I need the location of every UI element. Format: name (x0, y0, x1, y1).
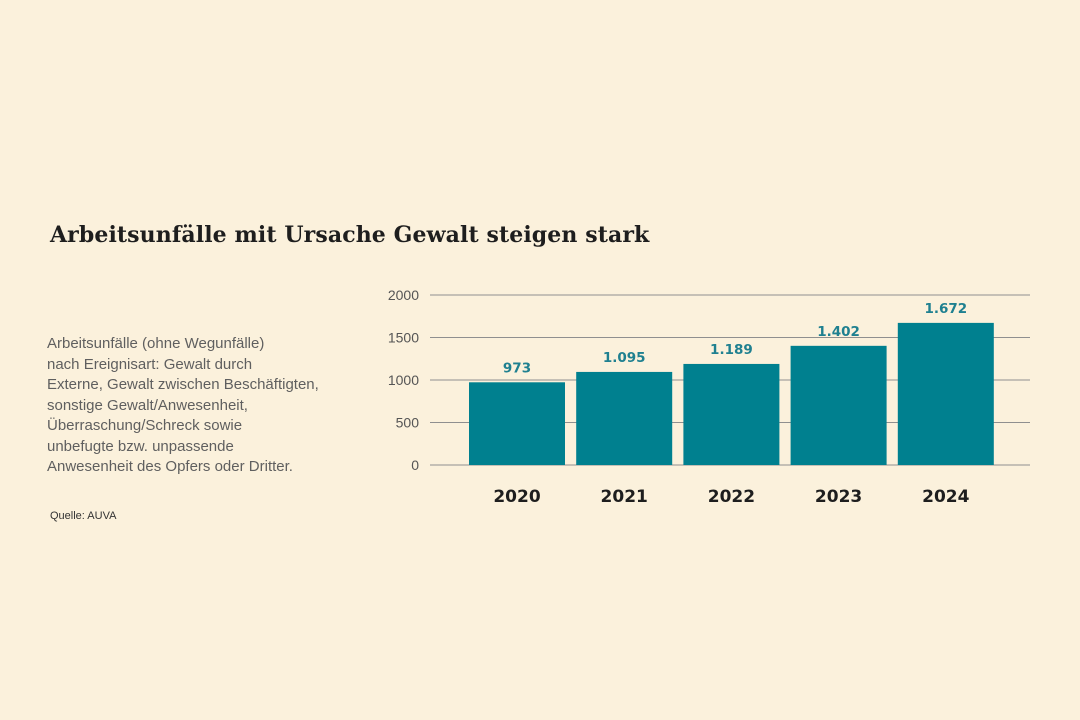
x-tick-label: 2023 (815, 487, 862, 507)
y-tick-label: 2000 (388, 287, 419, 303)
chart-title: Arbeitsunfälle mit Ursache Gewalt steige… (50, 222, 650, 248)
description-line: unbefugte bzw. unpassende (47, 437, 234, 455)
bar (790, 345, 887, 465)
y-tick-label: 0 (411, 457, 419, 473)
data-label: 1.402 (817, 324, 860, 340)
y-tick-label: 500 (396, 415, 420, 431)
x-tick-label: 2020 (493, 487, 540, 507)
y-tick-label: 1500 (388, 330, 419, 346)
source-note: Quelle: AUVA (50, 510, 117, 522)
description-line: sonstige Gewalt/Anwesenheit, (47, 396, 248, 414)
bar (683, 363, 780, 465)
data-label: 1.672 (924, 301, 967, 317)
x-tick-label: 2024 (922, 487, 969, 507)
chart-description: Arbeitsunfälle (ohne Wegunfälle) nach Er… (47, 334, 377, 478)
description-line: nach Ereignisart: Gewalt durch (47, 355, 253, 373)
description-line: Anwesenheit des Opfers oder Dritter. (47, 458, 293, 475)
data-label: 973 (503, 360, 531, 376)
data-label: 1.095 (603, 350, 646, 366)
x-tick-label: 2021 (601, 487, 648, 507)
description-line: Externe, Gewalt zwischen Beschäftigten, (47, 376, 319, 393)
bar (469, 382, 565, 465)
x-tick-label: 2022 (708, 487, 755, 507)
description-line: Arbeitsunfälle (ohne Wegunfälle) (47, 335, 265, 352)
bar (576, 371, 673, 465)
y-tick-label: 1000 (388, 372, 419, 388)
bar (897, 322, 994, 465)
description-line: Überraschung/Schreck sowie (47, 417, 243, 434)
data-label: 1.189 (710, 342, 753, 358)
